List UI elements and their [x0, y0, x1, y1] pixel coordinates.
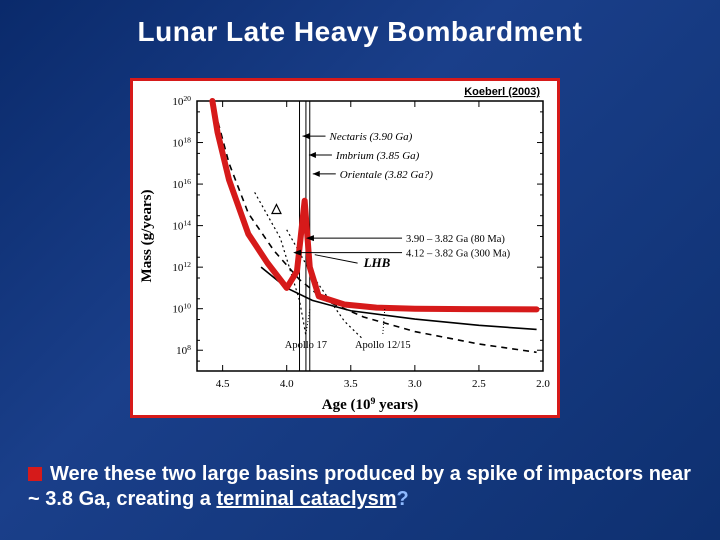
- slide-title: Lunar Late Heavy Bombardment: [0, 16, 720, 48]
- svg-text:2.0: 2.0: [536, 378, 550, 390]
- svg-text:1016: 1016: [172, 177, 191, 192]
- svg-text:Koeberl (2003): Koeberl (2003): [464, 86, 540, 98]
- svg-text:1018: 1018: [172, 135, 191, 150]
- svg-text:4.5: 4.5: [216, 378, 230, 390]
- svg-text:1010: 1010: [172, 301, 191, 316]
- svg-text:Apollo 12/15: Apollo 12/15: [355, 340, 411, 351]
- svg-text:Orientale (3.82 Ga?): Orientale (3.82 Ga?): [340, 169, 434, 181]
- svg-text:108: 108: [176, 343, 191, 358]
- svg-text:1014: 1014: [172, 218, 191, 233]
- bullet-question-mark: ?: [397, 488, 409, 510]
- svg-text:Mass (g/years): Mass (g/years): [139, 190, 155, 283]
- svg-text:Apollo 17: Apollo 17: [285, 340, 327, 351]
- svg-text:1012: 1012: [172, 260, 191, 275]
- svg-text:3.90 – 3.82 Ga (80 Ma): 3.90 – 3.82 Ga (80 Ma): [406, 234, 505, 245]
- bullet-text: Were these two large basins produced by …: [28, 462, 692, 512]
- svg-text:3.0: 3.0: [408, 378, 422, 390]
- svg-text:Nectaris (3.90 Ga): Nectaris (3.90 Ga): [329, 131, 413, 143]
- svg-text:Age (109 years): Age (109 years): [322, 396, 419, 414]
- svg-text:4.12 – 3.82 Ga (300 Ma): 4.12 – 3.82 Ga (300 Ma): [406, 249, 511, 260]
- svg-text:3.5: 3.5: [344, 378, 358, 390]
- svg-text:2.5: 2.5: [472, 378, 486, 390]
- bullet-term: terminal cataclysm: [216, 488, 396, 510]
- chart-figure: Koeberl (2003) 108 1010 1012 1014 1016 1018 102…: [130, 78, 560, 418]
- bullet-square-icon: [28, 467, 42, 481]
- svg-text:Imbrium (3.85 Ga): Imbrium (3.85 Ga): [335, 150, 420, 162]
- svg-text:4.0: 4.0: [280, 378, 294, 390]
- svg-text:LHB: LHB: [363, 255, 391, 270]
- slide: Lunar Late Heavy Bombardment Koeberl (20…: [0, 0, 720, 540]
- mass-vs-age-chart: Koeberl (2003) 108 1010 1012 1014 1016 1018 102…: [133, 81, 557, 415]
- svg-text:1020: 1020: [172, 94, 191, 109]
